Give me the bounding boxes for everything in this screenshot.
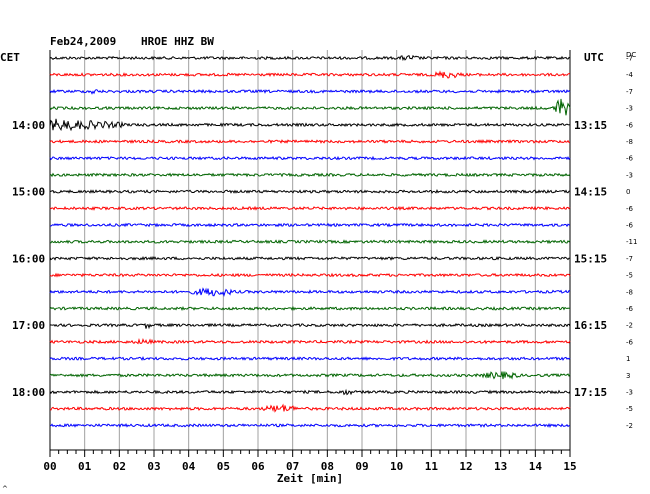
- dc-offset-20: -3: [626, 389, 633, 397]
- dc-offset-6: -6: [626, 155, 634, 163]
- trace-5: [49, 139, 571, 144]
- x-tick-label: 05: [217, 460, 230, 473]
- dc-offset-8: 0: [626, 188, 630, 196]
- dc-offset-22: -2: [626, 422, 633, 430]
- dc-offset-2: -7: [626, 88, 633, 96]
- dc-offset-7: -3: [626, 171, 633, 179]
- x-tick-label: 14: [529, 460, 543, 473]
- x-tick-label: 07: [286, 460, 299, 473]
- dc-header: DC: [626, 51, 636, 59]
- trace-22: [49, 422, 571, 428]
- x-tick-label: 01: [78, 460, 92, 473]
- dc-offset-9: -6: [626, 205, 634, 213]
- trace-7: [49, 172, 571, 178]
- trace-0: [49, 54, 571, 62]
- trace-9: [49, 205, 571, 211]
- x-tick-label: 08: [321, 460, 334, 473]
- dc-offset-17: -6: [626, 338, 634, 346]
- trace-14: [49, 287, 571, 297]
- dc-offset-21: -5: [626, 405, 633, 413]
- x-tick-label: 13: [494, 460, 507, 473]
- x-tick-label: 11: [425, 460, 439, 473]
- trace-3: [49, 98, 571, 116]
- dc-offset-13: -5: [626, 272, 633, 280]
- header-date: Feb24,2009: [50, 35, 116, 48]
- right-time-label: 15:15: [574, 252, 607, 265]
- x-tick-label: 06: [251, 460, 265, 473]
- left-time-label: 18:00: [12, 386, 45, 399]
- x-axis: 00 01 02 03 04 05 06 07 08 09 10 11 12 13 14 15: [43, 449, 577, 473]
- x-tick-label: 03: [147, 460, 160, 473]
- trace-17: [49, 338, 571, 345]
- trace-group: -7 -4 -7 -3 -6 -8 -6 -3 0 -6 -6 -11 -7 -5 -8 -6 -2 -6 1 3 -3…: [49, 54, 637, 430]
- dc-offset-19: 3: [626, 372, 630, 380]
- trace-19: [49, 371, 571, 380]
- x-tick-label: 12: [459, 460, 472, 473]
- trace-2: [49, 88, 571, 95]
- trace-20: [49, 388, 571, 396]
- dc-offset-18: 1: [626, 355, 630, 363]
- left-timezone: CET: [0, 51, 20, 64]
- dc-offset-0: -7: [626, 55, 633, 63]
- dc-offset-15: -6: [626, 305, 634, 313]
- x-tick-label: 09: [355, 460, 368, 473]
- dc-offset-11: -11: [626, 238, 637, 246]
- dc-offset-16: -2: [626, 322, 633, 330]
- trace-12: [49, 255, 571, 261]
- right-time-label: 13:15: [574, 119, 607, 132]
- corner-mark: ^: [2, 485, 8, 493]
- trace-6: [49, 155, 571, 161]
- trace-11: [49, 239, 571, 245]
- vertical-grid: [49, 50, 571, 450]
- time-labels: 14:00 15:00 16:00 17:00 18:00 13:15 14:15 15:15…: [12, 119, 607, 399]
- trace-16: [49, 322, 571, 330]
- right-time-label: 16:15: [574, 319, 607, 332]
- trace-10: [49, 222, 571, 228]
- dc-offset-12: -7: [626, 255, 633, 263]
- trace-4: [49, 118, 571, 132]
- dc-offset-10: -6: [626, 222, 634, 230]
- trace-21: [49, 403, 571, 413]
- x-tick-label: 15: [563, 460, 576, 473]
- right-time-label: 17:15: [574, 386, 607, 399]
- dc-offset-4: -6: [626, 121, 634, 129]
- dc-offset-3: -3: [626, 105, 633, 113]
- dc-offset-5: -8: [626, 138, 633, 146]
- dc-offset-1: -4: [626, 71, 634, 79]
- header-station: HROE HHZ BW: [141, 35, 214, 48]
- x-axis-title: Zeit [min]: [277, 472, 343, 485]
- x-tick-label: 10: [390, 460, 403, 473]
- left-time-label: 14:00: [12, 119, 45, 132]
- left-time-label: 16:00: [12, 252, 45, 265]
- left-time-label: 15:00: [12, 186, 45, 199]
- right-timezone: UTC: [584, 51, 604, 64]
- trace-18: [49, 355, 571, 362]
- x-tick-label: 02: [113, 460, 126, 473]
- trace-1: [49, 70, 571, 79]
- x-tick-label: 04: [182, 460, 196, 473]
- trace-13: [49, 272, 571, 278]
- trace-8: [49, 189, 571, 195]
- dc-offset-14: -8: [626, 288, 633, 296]
- trace-15: [49, 305, 571, 312]
- x-tick-label: 00: [43, 460, 56, 473]
- left-time-label: 17:00: [12, 319, 45, 332]
- right-time-label: 14:15: [574, 186, 607, 199]
